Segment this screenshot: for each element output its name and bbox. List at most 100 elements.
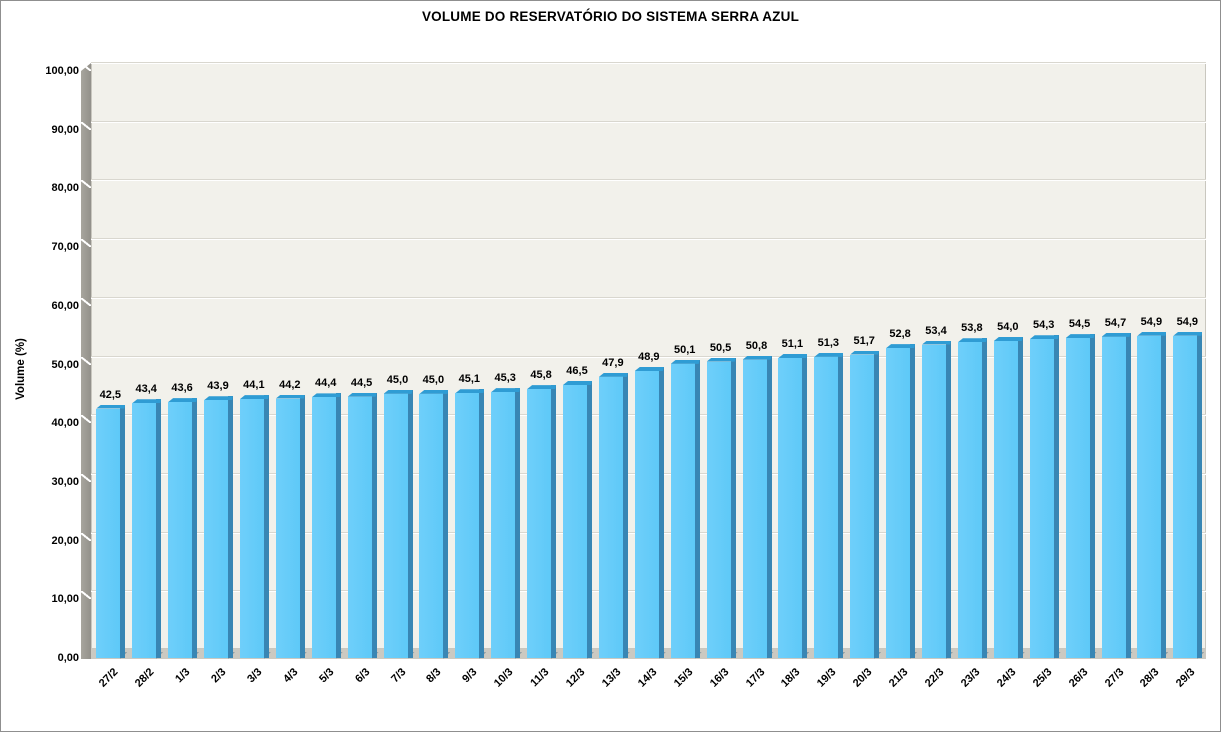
bar-cap	[958, 338, 987, 342]
y-tick-label: 70,00	[51, 241, 79, 254]
gridline-wall-connector	[81, 415, 91, 424]
x-tick-label: 21/3	[886, 666, 911, 690]
bar-cap	[850, 351, 879, 355]
bar-side	[120, 404, 126, 658]
bar-cap	[384, 390, 413, 394]
bar-side	[443, 389, 449, 658]
y-tick-label: 40,00	[51, 417, 79, 430]
bar-value-label: 43,4	[135, 383, 157, 396]
gridline-wall-connector	[81, 180, 91, 189]
bar-value-label: 45,1	[458, 373, 480, 386]
bar	[204, 400, 228, 658]
bar-value-label: 50,5	[709, 341, 732, 354]
bar-value-label: 50,1	[673, 343, 696, 356]
bar	[922, 344, 946, 658]
bar-value-label: 45,8	[530, 369, 552, 382]
bar	[563, 385, 587, 658]
x-tick-label: 15/3	[671, 666, 696, 690]
gridline	[91, 355, 1206, 358]
bar-side	[515, 388, 521, 658]
bar-side	[730, 357, 736, 658]
bar-side	[335, 393, 341, 658]
bar-side	[192, 398, 198, 658]
x-tick-label: 25/3	[1030, 666, 1055, 690]
x-tick-label: 2/3	[209, 666, 229, 686]
bar-side	[371, 392, 377, 658]
y-tick-label: 90,00	[51, 123, 79, 136]
x-tick-label: 8/3	[424, 666, 444, 686]
bar-value-label: 43,9	[207, 380, 229, 393]
gridline-wall-connector	[81, 473, 91, 482]
bar-value-label: 43,6	[171, 382, 193, 395]
x-tick-label: 28/2	[133, 666, 157, 690]
bar	[850, 354, 875, 658]
x-tick-label: 12/3	[563, 666, 588, 690]
gridline-wall-connector	[81, 356, 91, 365]
y-tick-label: 50,00	[51, 358, 79, 371]
x-tick-label: 11/3	[528, 666, 552, 690]
bar-cap	[312, 393, 341, 397]
x-tick-label: 22/3	[922, 666, 947, 690]
bar-cap	[527, 385, 556, 389]
bar-value-label: 51,7	[853, 334, 875, 347]
bar-side	[156, 399, 162, 658]
bar-cap	[419, 390, 448, 394]
bar	[706, 361, 731, 658]
bar-value-label: 44,2	[279, 378, 301, 391]
bar-value-label: 54,0	[997, 321, 1019, 334]
bar	[96, 408, 121, 658]
gridline-wall-connector	[81, 591, 91, 600]
bar-side	[766, 355, 772, 658]
bar-side	[1125, 332, 1131, 658]
bar-side	[874, 350, 880, 658]
bar-side	[910, 344, 916, 658]
bar-value-label: 54,3	[1032, 319, 1055, 332]
bar-value-label: 44,1	[243, 379, 265, 392]
bar-value-label: 48,9	[638, 350, 660, 363]
bar	[1137, 335, 1162, 658]
bar-value-label: 42,5	[99, 388, 121, 401]
bar-side	[838, 352, 844, 658]
bar-value-label: 45,0	[422, 373, 445, 386]
bar-side	[228, 396, 233, 658]
bar-value-label: 53,4	[925, 324, 947, 337]
bar	[814, 356, 839, 658]
bar-cap	[204, 396, 233, 400]
bar-value-label: 44,5	[350, 376, 373, 389]
bar-cap	[1137, 332, 1166, 336]
bar	[886, 348, 911, 658]
bar-cap	[455, 389, 484, 393]
bar	[383, 393, 408, 658]
bar-cap	[132, 399, 161, 403]
bar-cap	[491, 388, 520, 392]
gridline-wall-connector	[81, 239, 91, 248]
gridline-wall-connector	[81, 121, 91, 130]
bar-cap	[1066, 334, 1095, 338]
bar-cap	[814, 353, 843, 357]
bar-value-label: 52,8	[889, 328, 911, 341]
x-tick-label: 19/3	[815, 666, 839, 690]
x-tick-label: 6/3	[352, 666, 373, 686]
y-tick-label: 20,00	[51, 534, 79, 547]
bar	[1101, 336, 1126, 658]
x-tick-label: 5/3	[316, 666, 337, 686]
bar-cap	[96, 405, 125, 409]
bar	[778, 358, 803, 658]
bar-side	[1197, 331, 1203, 658]
gridline	[91, 62, 1206, 64]
x-tick-label: 1/3	[173, 666, 193, 686]
bar-cap	[886, 344, 915, 348]
bar	[598, 376, 623, 658]
bar-side	[479, 389, 485, 658]
bar-cap	[743, 356, 772, 360]
bar	[1173, 335, 1198, 658]
bar	[527, 389, 552, 658]
bar	[455, 393, 480, 658]
chart-title: VOLUME DO RESERVATÓRIO DO SISTEMA SERRA …	[421, 9, 800, 24]
bar-cap	[1173, 332, 1202, 336]
gridline-wall-connector	[81, 63, 91, 71]
bar-side	[587, 381, 592, 658]
bar-cap	[1102, 333, 1131, 337]
bar-value-label: 54,9	[1140, 315, 1163, 328]
